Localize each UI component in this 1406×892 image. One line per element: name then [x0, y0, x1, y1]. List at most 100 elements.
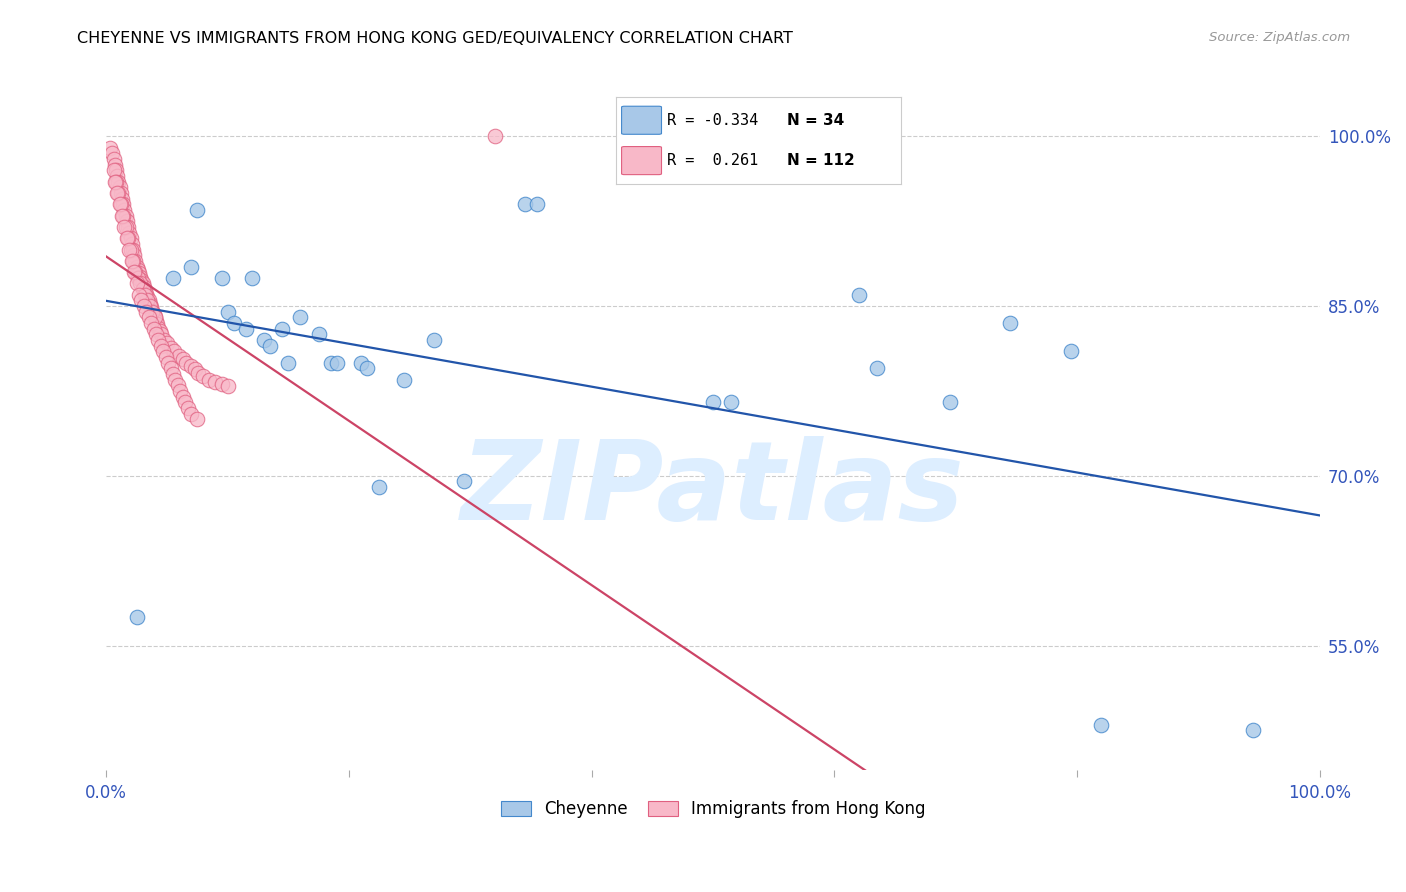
Point [163, 344, 186, 359]
Point [184, 362, 207, 376]
Point [166, 378, 188, 392]
Point [104, 175, 127, 189]
Point [186, 202, 208, 217]
Point [103, 163, 125, 178]
Point [172, 390, 194, 404]
Point [176, 356, 198, 370]
Point [121, 253, 143, 268]
Point [142, 307, 165, 321]
Text: Source: ZipAtlas.com: Source: ZipAtlas.com [1209, 31, 1350, 45]
Point [134, 283, 156, 297]
Point [702, 395, 724, 409]
Point [149, 327, 172, 342]
Point [111, 192, 134, 206]
Point [848, 287, 870, 301]
Point [162, 367, 184, 381]
Point [211, 377, 233, 392]
Point [253, 333, 276, 347]
Point [128, 266, 150, 280]
Point [159, 341, 181, 355]
Point [259, 339, 281, 353]
Point [526, 197, 548, 211]
Point [107, 186, 129, 200]
Point [149, 339, 172, 353]
Point [186, 412, 208, 426]
Text: ZIPatlas: ZIPatlas [461, 436, 965, 543]
Point [204, 375, 226, 389]
Point [125, 260, 148, 274]
Point [155, 350, 177, 364]
Point [176, 401, 198, 415]
Point [107, 175, 129, 189]
Point [350, 356, 373, 370]
Point [938, 395, 960, 409]
Point [153, 333, 176, 347]
Point [114, 209, 136, 223]
Point [290, 310, 312, 325]
Point [122, 265, 145, 279]
Point [135, 305, 157, 319]
Point [180, 407, 202, 421]
Point [128, 287, 150, 301]
Point [105, 169, 128, 183]
Point [112, 197, 135, 211]
Point [308, 327, 330, 342]
Point [162, 270, 184, 285]
Point [152, 344, 174, 359]
Point [105, 186, 128, 200]
Point [172, 352, 194, 367]
Point [138, 310, 160, 325]
Point [127, 270, 149, 285]
Point [134, 287, 156, 301]
Point [211, 270, 233, 285]
Point [131, 277, 153, 291]
Point [139, 316, 162, 330]
Point [277, 356, 299, 370]
Point [165, 373, 187, 387]
Point [108, 180, 131, 194]
Point [122, 248, 145, 262]
Point [484, 129, 506, 144]
Point [101, 146, 124, 161]
Point [118, 226, 141, 240]
Point [159, 361, 181, 376]
Point [187, 366, 209, 380]
Point [174, 395, 197, 409]
Point [180, 260, 202, 274]
Point [104, 163, 127, 178]
Point [139, 300, 162, 314]
Point [111, 209, 134, 223]
Point [104, 158, 127, 172]
Point [319, 356, 342, 370]
Point [143, 310, 166, 325]
Point [866, 361, 889, 376]
Point [131, 282, 153, 296]
Point [114, 202, 136, 217]
Point [125, 277, 148, 291]
Point [1241, 723, 1264, 738]
Point [112, 209, 135, 223]
Point [127, 263, 149, 277]
Point [156, 336, 179, 351]
Point [720, 395, 742, 409]
Point [513, 197, 536, 211]
Point [115, 214, 138, 228]
Point [1000, 316, 1022, 330]
Point [1060, 344, 1083, 359]
Point [169, 384, 191, 398]
Text: CHEYENNE VS IMMIGRANTS FROM HONG KONG GED/EQUIVALENCY CORRELATION CHART: CHEYENNE VS IMMIGRANTS FROM HONG KONG GE… [77, 31, 793, 46]
Point [108, 197, 131, 211]
Point [124, 265, 146, 279]
Point [141, 303, 163, 318]
Point [114, 219, 136, 234]
Point [135, 286, 157, 301]
Point [235, 322, 257, 336]
Point [139, 299, 162, 313]
Point [139, 297, 162, 311]
Point [222, 316, 245, 330]
Point [117, 219, 139, 234]
Point [356, 361, 378, 376]
Point [132, 299, 155, 313]
Point [1090, 717, 1112, 731]
Point [148, 320, 170, 334]
